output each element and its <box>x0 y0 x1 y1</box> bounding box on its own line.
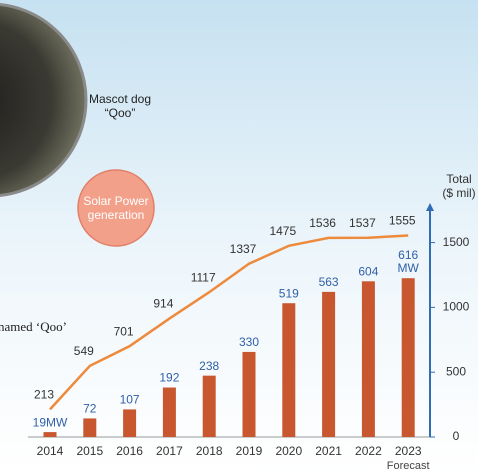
y2-tick-label: 0 <box>453 429 460 443</box>
y2-tick-label: 1500 <box>443 235 470 249</box>
y2-label: Total <box>446 172 471 186</box>
bar-label: 604 <box>358 264 378 278</box>
bar-label: 192 <box>159 371 179 385</box>
x-tick-label: 2022 <box>355 444 382 458</box>
bar <box>44 432 57 437</box>
bar <box>402 278 415 437</box>
x-tick-label: 2015 <box>76 444 103 458</box>
bar-label: 19MW <box>33 415 68 429</box>
side-text: named ‘Qoo’ <box>0 319 67 334</box>
badge-text: generation <box>88 208 145 222</box>
bar-label: 238 <box>199 359 219 373</box>
bar-label: 519 <box>279 286 299 300</box>
bar <box>322 292 335 437</box>
y2-label: ($ mil) <box>442 186 475 200</box>
x-tick-label: 2014 <box>37 444 64 458</box>
line-label: 701 <box>114 324 134 338</box>
line-label: 914 <box>153 297 173 311</box>
line-label: 1555 <box>389 214 416 228</box>
x-tick-label: 2018 <box>196 444 223 458</box>
line-label: 549 <box>74 344 94 358</box>
line-label: 1475 <box>269 224 296 238</box>
badge-text: Solar Power <box>83 194 148 208</box>
bar-label: 72 <box>83 402 97 416</box>
line-label: 1537 <box>349 216 376 230</box>
line-label: 1337 <box>230 242 257 256</box>
bar-label: 107 <box>120 393 140 407</box>
x-tick-label: 2017 <box>156 444 183 458</box>
line-label: 1117 <box>191 270 216 284</box>
bar <box>362 281 375 437</box>
line-label: 213 <box>34 388 54 402</box>
chart: Mascot dog “Qoo” Solar Power generation … <box>0 0 478 473</box>
line-label: 1536 <box>309 216 336 230</box>
bar <box>243 352 256 437</box>
bar <box>282 303 295 437</box>
bar <box>203 376 216 437</box>
bar-label: 563 <box>319 275 339 289</box>
bar <box>123 409 136 437</box>
mascot-label: “Qoo” <box>105 106 136 120</box>
x-tick-label: 2020 <box>275 444 302 458</box>
bar-label: 330 <box>239 335 259 349</box>
y2-tick-label: 500 <box>446 364 466 378</box>
x-tick-label: 2019 <box>236 444 263 458</box>
mascot-label: Mascot dog <box>89 92 151 106</box>
x-tick-label: 2021 <box>315 444 342 458</box>
x-tick-label: 2023 <box>395 444 422 458</box>
bar <box>163 388 176 437</box>
y2-tick-label: 1000 <box>443 300 470 314</box>
x-tick-label: 2016 <box>116 444 143 458</box>
bar <box>83 418 96 437</box>
x-note: Forecast <box>387 460 430 472</box>
